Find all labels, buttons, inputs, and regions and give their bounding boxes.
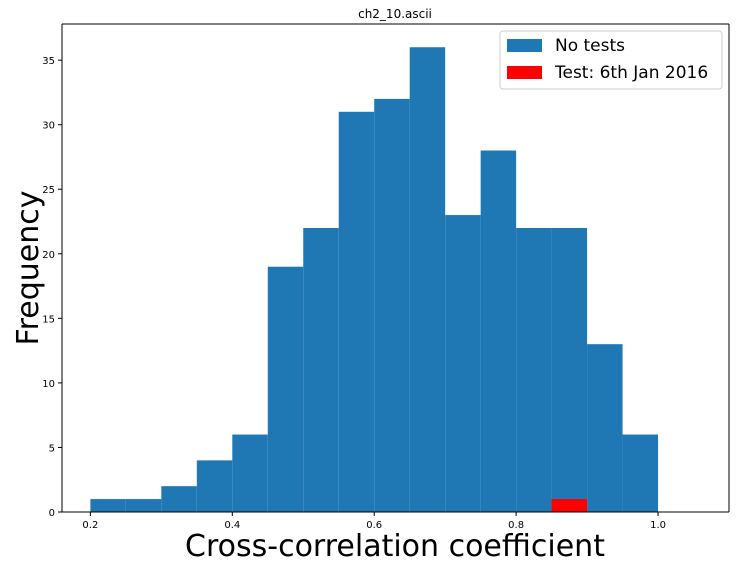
histogram-bar — [303, 227, 339, 513]
y-tick-label: 35 — [42, 56, 55, 67]
histogram-bar — [409, 47, 446, 512]
chart-title: ch2_10.ascii — [358, 7, 432, 21]
histogram-bar — [161, 486, 197, 512]
y-tick-label: 0 — [49, 508, 55, 519]
x-tick-label: 1.0 — [650, 520, 666, 531]
series-0 — [90, 47, 659, 513]
series-1 — [551, 499, 588, 512]
y-tick-label: 10 — [42, 379, 55, 390]
histogram-bar — [445, 215, 481, 512]
y-tick-label: 15 — [42, 314, 55, 325]
histogram-bar — [338, 111, 375, 512]
histogram-bar — [196, 460, 233, 512]
x-tick-label: 0.8 — [508, 520, 524, 531]
y-ticks: 0 5 10 15 20 25 30 35 — [42, 56, 62, 519]
histogram-bar — [480, 150, 517, 512]
histogram-bar — [551, 499, 588, 512]
histogram-bar — [587, 344, 623, 512]
x-ticks: 0.2 0.4 0.6 0.8 1.0 — [82, 512, 666, 531]
legend: No tests Test: 6th Jan 2016 — [499, 30, 723, 90]
axes — [61, 23, 730, 513]
histogram-bar — [551, 227, 588, 513]
bars — [90, 47, 659, 513]
legend-label: No tests — [555, 36, 625, 56]
legend-label: Test: 6th Jan 2016 — [554, 63, 708, 83]
x-axis-label: Cross-correlation coefficient — [185, 529, 605, 564]
y-tick-label: 25 — [42, 185, 55, 196]
histogram-bar — [622, 434, 659, 512]
x-tick-label: 0.2 — [82, 520, 98, 531]
legend-box — [499, 30, 723, 90]
histogram-bar — [374, 98, 410, 513]
histogram-bar — [125, 499, 162, 512]
y-tick-label: 5 — [49, 443, 55, 454]
y-tick-label: 20 — [42, 250, 55, 261]
histogram-bar — [232, 434, 268, 512]
y-axis-label: Frequency — [11, 191, 46, 346]
histogram-bar — [90, 499, 126, 512]
legend-swatch — [507, 39, 542, 52]
legend-swatch — [507, 66, 542, 79]
histogram-bar — [516, 227, 552, 513]
histogram-bar — [267, 266, 304, 512]
x-tick-label: 0.4 — [224, 520, 240, 531]
y-tick-label: 30 — [42, 121, 55, 132]
x-tick-label: 0.6 — [366, 520, 382, 531]
